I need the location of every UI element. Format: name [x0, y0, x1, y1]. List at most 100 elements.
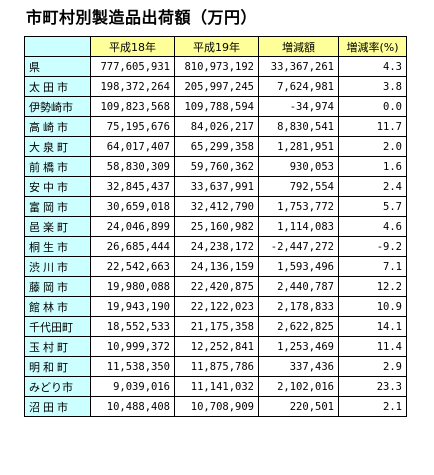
municipality-name: 邑楽町	[24, 216, 91, 237]
value-h18: 198,372,264	[90, 76, 175, 97]
municipality-name: 県	[24, 56, 91, 77]
value-h19: 205,997,245	[174, 76, 259, 97]
value-rate: 4.6	[338, 216, 407, 237]
value-h18: 19,980,088	[90, 276, 175, 297]
value-diff: 2,102,016	[258, 376, 339, 397]
value-h19: 11,141,032	[174, 376, 259, 397]
value-h18: 75,195,676	[90, 116, 175, 137]
value-rate: 10.9	[338, 296, 407, 317]
value-rate: 11.4	[338, 336, 407, 357]
value-diff: 2,622,825	[258, 316, 339, 337]
municipality-name: 千代田町	[24, 316, 91, 337]
value-diff: 33,367,261	[258, 56, 339, 77]
value-diff: 1,753,772	[258, 196, 339, 217]
value-diff: -2,447,272	[258, 236, 339, 257]
value-h19: 24,238,172	[174, 236, 259, 257]
value-rate: 5.7	[338, 196, 407, 217]
table-row: 渋川市 22,542,663 24,136,159 1,593,496 7.1	[24, 256, 407, 277]
header-h18: 平成18年	[90, 36, 175, 57]
value-rate: 1.6	[338, 156, 407, 177]
value-rate: 23.3	[338, 376, 407, 397]
value-h18: 9,039,016	[90, 376, 175, 397]
value-diff: 930,053	[258, 156, 339, 177]
value-rate: 12.2	[338, 276, 407, 297]
table-row: 明和町 11,538,350 11,875,786 337,436 2.9	[24, 356, 407, 377]
municipality-name: 大泉町	[24, 136, 91, 157]
table-row: 安中市 32,845,437 33,637,991 792,554 2.4	[24, 176, 407, 197]
table-row: 伊勢崎市 109,823,568 109,788,594 -34,974 0.0	[24, 96, 407, 117]
value-h19: 22,420,875	[174, 276, 259, 297]
value-diff: 2,178,833	[258, 296, 339, 317]
value-diff: 1,281,951	[258, 136, 339, 157]
table-body: 県 777,605,931 810,973,192 33,367,261 4.3 太田市 1…	[24, 56, 407, 417]
value-h18: 26,685,444	[90, 236, 175, 257]
table-row: 邑楽町 24,046,899 25,160,982 1,114,083 4.6	[24, 216, 407, 237]
municipality-name: みどり市	[24, 376, 91, 397]
value-rate: 14.1	[338, 316, 407, 337]
value-diff: 220,501	[258, 396, 339, 417]
header-h19: 平成19年	[174, 36, 259, 57]
value-h18: 32,845,437	[90, 176, 175, 197]
table-row: みどり市 9,039,016 11,141,032 2,102,016 23.3	[24, 376, 407, 397]
municipality-name: 安中市	[24, 176, 91, 197]
table-row: 玉村町 10,999,372 12,252,841 1,253,469 11.4	[24, 336, 407, 357]
table-row: 館林市 19,943,190 22,122,023 2,178,833 10.9	[24, 296, 407, 317]
table-row: 千代田町 18,552,533 21,175,358 2,622,825 14.1	[24, 316, 407, 337]
municipality-name: 伊勢崎市	[24, 96, 91, 117]
value-h19: 59,760,362	[174, 156, 259, 177]
municipality-name: 富岡市	[24, 196, 91, 217]
value-h19: 25,160,982	[174, 216, 259, 237]
value-h18: 777,605,931	[90, 56, 175, 77]
table-title: 市町村別製造品出荷額（万円）	[26, 8, 258, 27]
value-rate: 0.0	[338, 96, 407, 117]
header-corner	[24, 36, 91, 57]
value-h18: 10,488,408	[90, 396, 175, 417]
value-h19: 33,637,991	[174, 176, 259, 197]
value-h18: 30,659,018	[90, 196, 175, 217]
value-rate: -9.2	[338, 236, 407, 257]
value-diff: 2,440,787	[258, 276, 339, 297]
table-row: 高崎市 75,195,676 84,026,217 8,830,541 11.7	[24, 116, 407, 137]
shipment-table: 平成18年 平成19年 増減額 増減率(%) 県 777,605,931 810,9…	[24, 36, 407, 417]
value-h19: 12,252,841	[174, 336, 259, 357]
municipality-name: 館林市	[24, 296, 91, 317]
municipality-name: 沼田市	[24, 396, 91, 417]
value-h18: 64,017,407	[90, 136, 175, 157]
value-rate: 2.9	[338, 356, 407, 377]
table-row: 大泉町 64,017,407 65,299,358 1,281,951 2.0	[24, 136, 407, 157]
value-diff: -34,974	[258, 96, 339, 117]
value-h19: 65,299,358	[174, 136, 259, 157]
value-h19: 22,122,023	[174, 296, 259, 317]
table-row: 富岡市 30,659,018 32,412,790 1,753,772 5.7	[24, 196, 407, 217]
municipality-name: 明和町	[24, 356, 91, 377]
value-diff: 792,554	[258, 176, 339, 197]
value-h19: 32,412,790	[174, 196, 259, 217]
table-row: 太田市 198,372,264 205,997,245 7,624,981 3.8	[24, 76, 407, 97]
value-h18: 11,538,350	[90, 356, 175, 377]
value-h19: 11,875,786	[174, 356, 259, 377]
value-diff: 7,624,981	[258, 76, 339, 97]
value-rate: 4.3	[338, 56, 407, 77]
municipality-name: 太田市	[24, 76, 91, 97]
value-h18: 18,552,533	[90, 316, 175, 337]
municipality-name: 藤岡市	[24, 276, 91, 297]
value-h18: 19,943,190	[90, 296, 175, 317]
municipality-name: 玉村町	[24, 336, 91, 357]
value-h18: 109,823,568	[90, 96, 175, 117]
municipality-name: 前橋市	[24, 156, 91, 177]
header-diff: 増減額	[258, 36, 339, 57]
value-h19: 109,788,594	[174, 96, 259, 117]
value-h18: 22,542,663	[90, 256, 175, 277]
value-rate: 2.1	[338, 396, 407, 417]
value-diff: 337,436	[258, 356, 339, 377]
table-row: 藤岡市 19,980,088 22,420,875 2,440,787 12.2	[24, 276, 407, 297]
header-rate: 増減率(%)	[338, 36, 407, 57]
value-rate: 7.1	[338, 256, 407, 277]
value-diff: 8,830,541	[258, 116, 339, 137]
municipality-name: 高崎市	[24, 116, 91, 137]
value-h19: 10,708,909	[174, 396, 259, 417]
value-rate: 11.7	[338, 116, 407, 137]
value-rate: 2.0	[338, 136, 407, 157]
municipality-name: 桐生市	[24, 236, 91, 257]
value-h19: 21,175,358	[174, 316, 259, 337]
